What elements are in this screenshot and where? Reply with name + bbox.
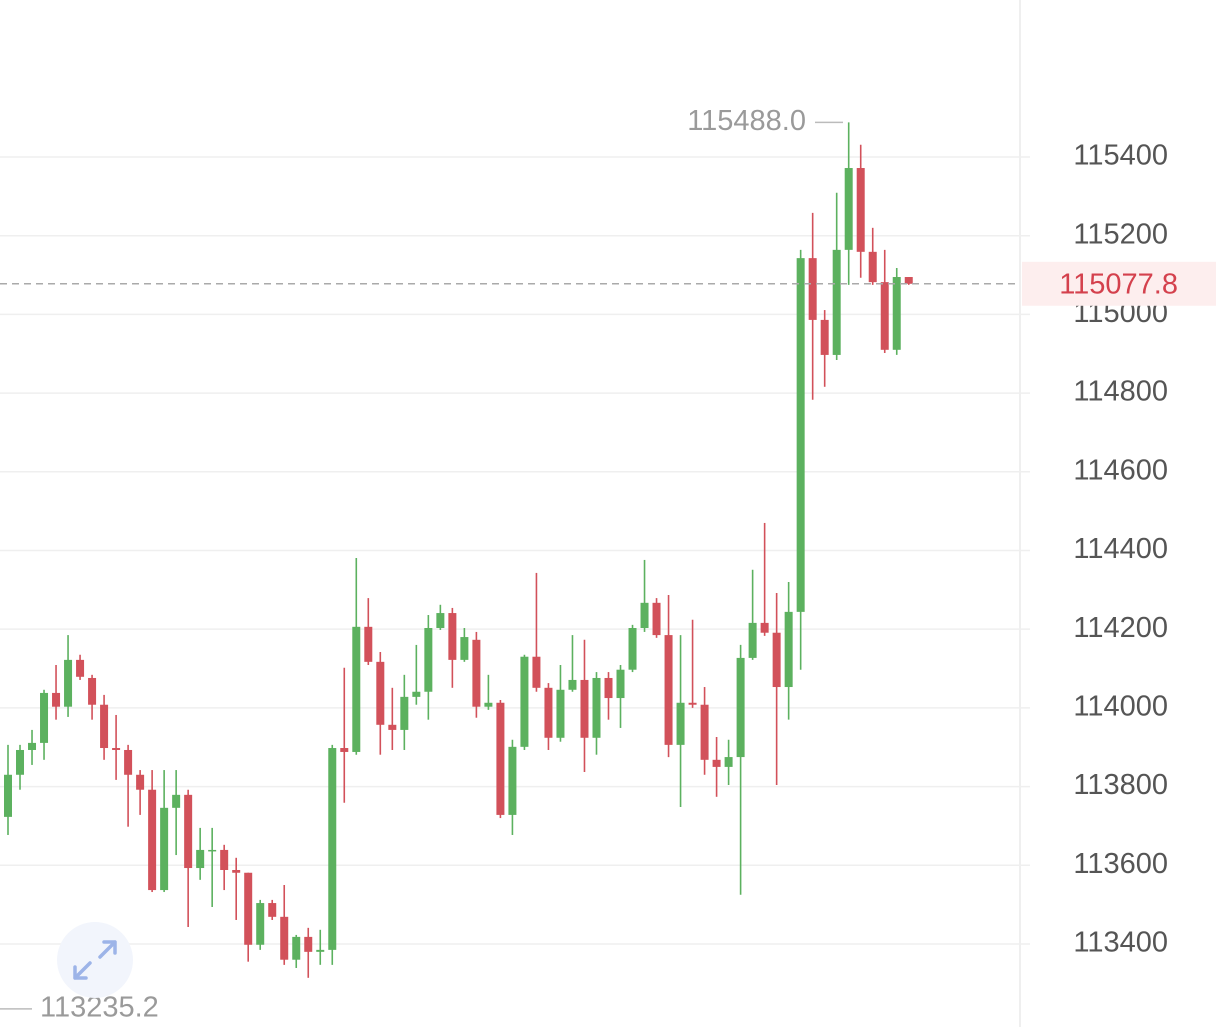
candle-body (328, 748, 337, 950)
y-tick-label: 114600 (1073, 454, 1168, 486)
candle-body (436, 613, 445, 629)
candle-body (64, 659, 73, 707)
candle-body (892, 277, 901, 350)
candle-body (472, 639, 481, 707)
candle-body (220, 849, 229, 870)
candle-body (832, 249, 841, 355)
candle-body (808, 258, 817, 320)
candle-body (604, 677, 613, 699)
candle-body (28, 742, 37, 750)
candle-body (700, 704, 709, 760)
price-axis-panel (1020, 0, 1216, 1027)
candle-body (760, 622, 769, 633)
candle-body (664, 635, 673, 745)
last-price-bg (1022, 261, 1216, 306)
candles (4, 122, 913, 978)
candle-body (124, 749, 133, 775)
candle-body (268, 903, 277, 917)
y-tick-label: 114400 (1073, 533, 1168, 565)
candle-body (136, 774, 145, 790)
expand-icon[interactable] (73, 940, 117, 980)
y-tick-label: 114200 (1073, 612, 1168, 644)
candle-body (544, 687, 553, 738)
candle-body (772, 632, 781, 688)
candle-body (316, 949, 325, 952)
y-tick-label: 113400 (1073, 927, 1168, 959)
candle-body (616, 669, 625, 699)
candle-body (40, 692, 49, 743)
candle-body (184, 794, 193, 869)
candle-body (388, 724, 397, 730)
candle-body (784, 611, 793, 688)
candle-body (364, 626, 373, 662)
candle-body (844, 168, 853, 250)
candle-body (568, 679, 577, 690)
y-tick-label: 115200 (1073, 218, 1168, 250)
expand-button-bg[interactable] (57, 922, 133, 998)
candle-body (796, 258, 805, 612)
y-tick-label: 113600 (1073, 848, 1168, 880)
candle-body (448, 613, 457, 660)
candle-body (340, 748, 349, 752)
candle-body (520, 656, 529, 747)
candle-body (4, 774, 12, 817)
candle-body (652, 602, 661, 636)
candle-body (232, 869, 241, 873)
candle-body (244, 872, 253, 945)
candle-body (736, 657, 745, 758)
grid: 113400 113600 113800 114000 114200 114400 1146… (0, 140, 1168, 959)
y-tick-label: 113800 (1073, 769, 1168, 801)
candle-body (304, 936, 313, 952)
last-price-label: 115077.8 (1059, 268, 1178, 300)
candle-body (460, 637, 469, 660)
high-label: 115488.0 (687, 105, 806, 137)
candle-body (676, 702, 685, 745)
candle-body (280, 916, 289, 960)
candle-body (160, 807, 169, 891)
candle-body (640, 602, 649, 629)
candle-body (100, 704, 109, 749)
candle-body (352, 626, 361, 752)
candle-body (172, 794, 181, 808)
candle-body (292, 936, 301, 960)
candle-body (592, 677, 601, 738)
candle-body (16, 749, 25, 775)
candle-body (412, 691, 421, 697)
y-tick-label: 115400 (1073, 140, 1168, 172)
candle-body (580, 679, 589, 738)
candle-body (496, 702, 505, 815)
candle-body (88, 677, 97, 705)
candle-body (400, 696, 409, 730)
candle-body (556, 689, 565, 738)
candle-body (112, 748, 121, 750)
candle-body (424, 628, 433, 692)
candle-body (208, 849, 217, 852)
expand-button[interactable] (57, 922, 133, 998)
candle-body (484, 702, 493, 707)
candle-body (256, 903, 265, 945)
candle-body (868, 251, 877, 283)
candle-body (820, 319, 829, 355)
candle-body (532, 656, 541, 688)
candle-body (52, 692, 61, 707)
candle-body (856, 168, 865, 252)
y-tick-label: 114800 (1073, 376, 1168, 408)
candle-body (712, 759, 721, 767)
candle-body (880, 282, 889, 350)
candle-body (148, 789, 157, 891)
candle-body (508, 746, 517, 815)
y-tick-label: 114000 (1073, 691, 1168, 723)
candle-body (76, 659, 85, 677)
candle-body (724, 757, 733, 767)
candle-body (376, 661, 385, 725)
candle-body (904, 277, 913, 284)
candle-body (628, 628, 637, 670)
candle-body (748, 622, 757, 658)
candle-body (688, 702, 697, 705)
candle-body (196, 849, 205, 869)
